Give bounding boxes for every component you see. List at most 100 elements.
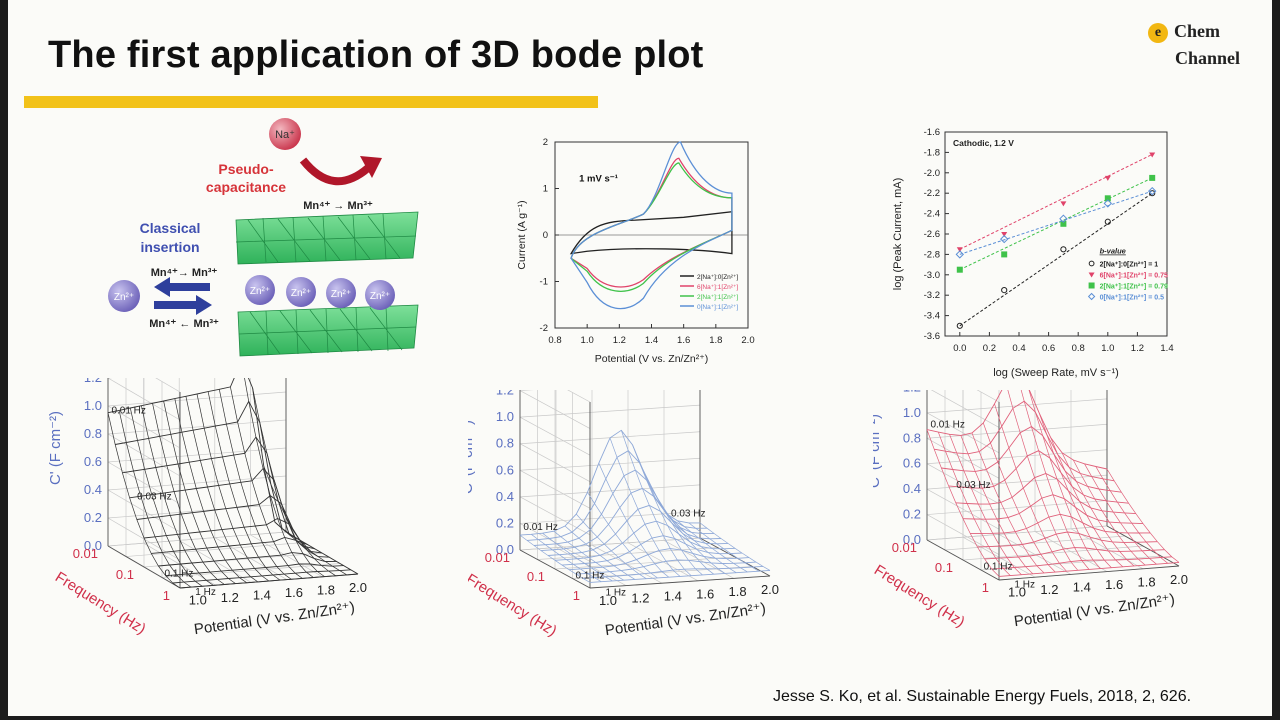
surface-mesh-line: [654, 497, 726, 574]
y-tick-label: -3.2: [924, 290, 940, 301]
freq-annotation: 1 Hz: [195, 587, 216, 598]
wall-grid-line: [519, 511, 701, 524]
surface-mesh-line: [960, 435, 1034, 575]
surface-mesh-line: [163, 400, 236, 584]
wall-grid-line: [976, 390, 1000, 403]
classical-label-2: insertion: [140, 239, 199, 255]
x-tick-label: 1.4: [1073, 580, 1091, 595]
wall-grid-line: [519, 390, 534, 391]
surface-mesh-line: [609, 437, 681, 577]
data-point: [955, 250, 965, 259]
freq-annotation: 0.01 Hz: [523, 522, 557, 533]
x-tick-label: 1.0: [189, 593, 207, 608]
x-tick-label: 2.0: [741, 335, 754, 346]
z-axis-label: C' (F cm⁻²): [48, 411, 64, 485]
na-ion-label: Na⁺: [275, 129, 295, 141]
surface-plot-2na0zn: 0.0 0.2 0.4 0.6 0.8 1.0 1.2 1.4 C' (F cm⁻²) 0.01 0…: [48, 378, 367, 638]
z-tick-label: 0.4: [903, 481, 921, 496]
freq-annotation: 1 Hz: [606, 588, 627, 599]
y-tick-label: 0.1: [116, 567, 134, 582]
x-tick-label: 1.0: [599, 593, 617, 608]
z-tick-label: 0.2: [84, 510, 102, 525]
wall-grid-line: [926, 474, 1108, 490]
data-point: [1059, 214, 1068, 223]
floor-grid-line: [125, 542, 305, 557]
x-tick-label: 2.0: [761, 582, 779, 597]
upper-octahedra-layer: [235, 211, 419, 265]
y-tick-label: -2: [540, 323, 548, 334]
wall-grid-line: [155, 378, 181, 393]
freq-annotation: 0.1 Hz: [165, 568, 194, 579]
x-tick-label: 1.6: [677, 335, 690, 346]
surface-mesh-line: [1072, 459, 1146, 566]
surface-mesh-line: [589, 569, 771, 583]
surface-mesh-line: [1007, 390, 1079, 571]
z-tick-label: 1.0: [84, 398, 102, 413]
y-tick-label: 0.1: [527, 569, 545, 584]
x-tick-label: 0.2: [983, 343, 996, 354]
surface-mesh-line: [174, 398, 248, 584]
zn-ion-icon: [326, 278, 356, 308]
logo-e-icon: e: [1148, 23, 1168, 43]
y-tick-label: 1: [163, 588, 170, 603]
surface-mesh-line: [519, 429, 700, 536]
z-tick-label: 0.4: [496, 489, 514, 504]
surface-mesh-line: [666, 513, 737, 573]
y-tick-label: 0: [543, 230, 548, 241]
page-title: The first application of 3D bode plot: [48, 34, 704, 76]
floor-grid-line: [537, 547, 718, 560]
surface-mesh-line: [218, 389, 292, 580]
surface-mesh-line: [587, 492, 658, 579]
data-point: [1060, 246, 1067, 253]
wall-grid-line: [926, 423, 1108, 439]
legend-label: 6[Na⁺]:1[Zn²⁺]: [697, 284, 738, 291]
legend-title: b-value: [1100, 247, 1126, 256]
wall-grid-line: [107, 503, 287, 519]
surface-mesh-line: [1028, 390, 1101, 569]
slide: The first application of 3D bode plot e …: [8, 0, 1272, 716]
x-axis-label: Potential (V vs. Zn/Zn²⁺): [1013, 591, 1176, 630]
b-value-chart: 0.0 0.2 0.4 0.6 0.8 1.0 1.2 1.4 -1.6 -1.8 -2.0 -2.2…: [892, 127, 1174, 379]
data-point: [1001, 232, 1008, 237]
x-tick-label: 1.2: [221, 590, 239, 605]
fit-line: [959, 192, 1153, 327]
data-point: [1149, 174, 1156, 181]
legend-label: 2[Na⁺]:0[Zn²⁺] = 1: [1100, 262, 1159, 269]
surface-mesh-line: [991, 556, 1172, 570]
surface-mesh-line: [540, 487, 722, 552]
axis-edge: [519, 549, 591, 589]
zn-left-label: Zn²⁺: [114, 292, 134, 303]
surface-mesh-line: [632, 444, 703, 576]
y-axis-label: Current (A g⁻¹): [516, 200, 528, 269]
axis-edge: [699, 537, 771, 577]
y-tick-label: 0.01: [73, 546, 98, 561]
data-point: [1103, 199, 1113, 208]
freq-annotation: 0.03 Hz: [671, 508, 705, 519]
scan-rate-annotation: 1 mV s⁻¹: [579, 174, 618, 185]
surface-mesh-line: [1039, 413, 1112, 568]
floor-grid-line: [519, 537, 701, 551]
x-tick-label: 1.4: [253, 588, 271, 603]
y-tick-label: 1: [982, 580, 989, 595]
surface-mesh-line: [185, 396, 259, 583]
x-tick-label: 1.4: [645, 335, 658, 346]
x-tick-label: 1.2: [613, 335, 626, 346]
surface-mesh-line: [1061, 452, 1135, 567]
pseudo-label-2: capacitance: [206, 179, 286, 195]
chart-annotation: Cathodic, 1.2 V: [953, 138, 1014, 148]
wall-grid-line: [519, 404, 701, 418]
x-tick-label: 1.8: [1138, 575, 1156, 590]
z-tick-label: 0.0: [84, 538, 102, 553]
surface-mesh-line: [699, 522, 771, 571]
classical-label-1: Classical: [140, 220, 201, 236]
surface-plot-6na1zn: 0.0 0.2 0.4 0.6 0.8 1.0 1.2 1.4 C' (F cm⁻²) 0.01 0…: [873, 390, 1188, 631]
x-tick-label: 1.6: [285, 585, 303, 600]
surface-mesh-line: [564, 525, 636, 580]
surface-mesh-line: [129, 407, 203, 587]
y-tick-label: -3.6: [924, 331, 940, 342]
surface-mesh-line: [519, 534, 591, 583]
surface-mesh-line: [688, 522, 759, 572]
data-point: [1104, 175, 1111, 181]
z-axis-label: C' (F cm⁻²): [873, 414, 883, 488]
x-tick-label: 0.8: [1072, 343, 1085, 354]
